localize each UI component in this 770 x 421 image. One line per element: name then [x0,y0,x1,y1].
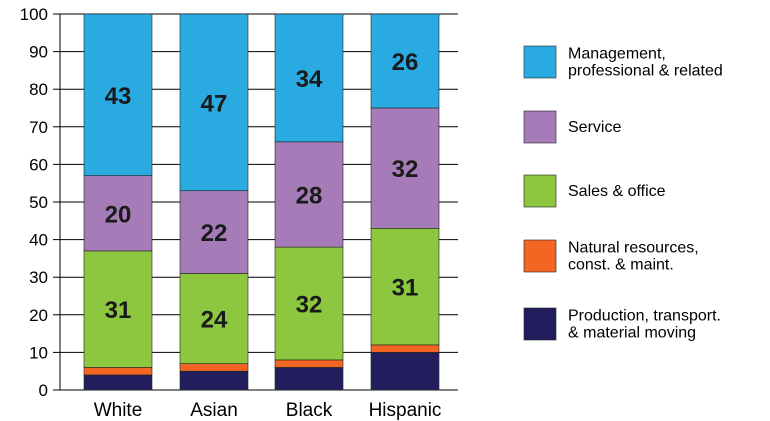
y-tick-label-10: 10 [29,343,48,362]
legend-swatch-0 [523,45,557,79]
y-tick-label-50: 50 [29,193,48,212]
x-tick-label-hispanic: Hispanic [369,400,442,421]
data-label-asian-series-4: 47 [201,90,228,117]
legend-swatch-2 [523,174,557,208]
y-tick-label-70: 70 [29,118,48,137]
legend-label-4-line-1: & material moving [568,325,696,342]
data-label-hispanic-series-4: 26 [392,49,419,76]
bar-white-series-0 [83,374,153,391]
data-label-white-series-4: 43 [105,83,132,110]
legend-label-0-line-1: professional & related [568,63,723,80]
bar-white-series-2 [83,250,153,368]
legend-label-3-line-0: Natural resources, [568,240,699,257]
bar-black-series-3 [274,141,344,248]
bar-asian-series-4 [179,13,249,192]
y-tick-label-80: 80 [29,80,48,99]
x-tick-label-black: Black [286,400,333,421]
bar-white-series-3 [83,175,153,252]
x-tick-label-white: White [94,400,143,421]
y-tick-label-30: 30 [29,268,48,287]
bar-hispanic-series-4 [370,13,440,109]
bar-hispanic-series-2 [370,228,440,346]
y-tick-label-60: 60 [29,155,48,174]
bar-black-series-4 [274,13,344,143]
bar-asian-series-2 [179,273,249,364]
x-tick-label-asian: Asian [190,400,238,421]
bar-asian-series-3 [179,190,249,274]
legend-swatch-3 [523,239,557,273]
y-tick-label-0: 0 [39,381,48,400]
bar-black-series-0 [274,367,344,391]
data-label-asian-series-3: 22 [201,220,228,247]
y-tick-label-100: 100 [20,5,48,24]
data-label-black-series-3: 28 [296,182,323,209]
bar-white-series-4 [83,13,153,176]
legend-label-1-line-0: Service [568,119,621,136]
data-label-white-series-2: 31 [105,297,132,324]
data-label-hispanic-series-2: 31 [392,275,419,302]
data-label-black-series-4: 34 [296,66,323,93]
legend-label-4-line-0: Production, transport. [568,308,721,325]
bar-asian-series-0 [179,370,249,391]
y-tick-label-20: 20 [29,306,48,325]
bar-hispanic-series-0 [370,352,440,391]
bar-asian-series-1 [179,363,249,372]
bar-black-series-1 [274,359,344,368]
data-label-asian-series-2: 24 [201,307,228,334]
legend-swatch-4 [523,307,557,341]
legend-label-2-line-0: Sales & office [568,183,666,200]
bar-white-series-1 [83,367,153,376]
data-label-white-series-3: 20 [105,201,132,228]
y-tick-label-40: 40 [29,231,48,250]
data-label-hispanic-series-3: 32 [392,156,419,183]
legend-label-3-line-1: const. & maint. [568,257,674,274]
bar-hispanic-series-1 [370,344,440,353]
bar-black-series-2 [274,246,344,361]
legend-swatch-1 [523,110,557,144]
y-tick-label-90: 90 [29,43,48,62]
legend-label-0-line-0: Management, [568,46,666,63]
data-label-black-series-2: 32 [296,292,323,319]
